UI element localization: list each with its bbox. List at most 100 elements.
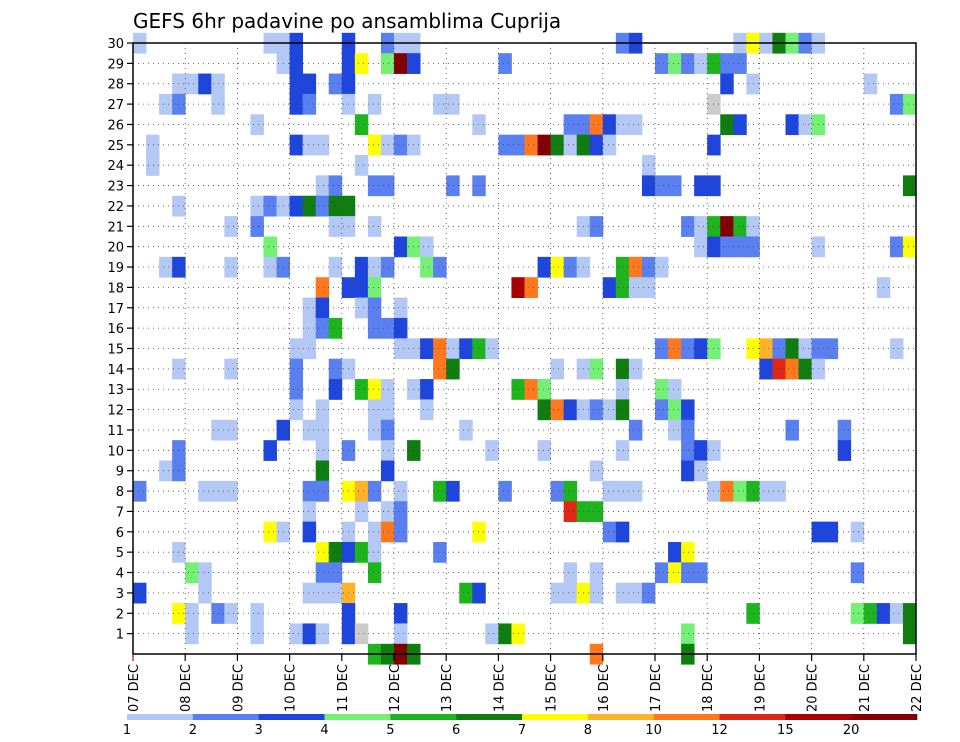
y-tick-label: 24 (107, 159, 124, 174)
heatmap-cell (655, 175, 669, 197)
heatmap-cell (889, 93, 904, 115)
heatmap-cell (198, 73, 212, 95)
heatmap-cell (159, 93, 173, 115)
heatmap-cell (433, 358, 447, 380)
y-tick-label: 14 (107, 363, 124, 378)
colorbar-swatch (719, 714, 786, 720)
colorbar-label: 8 (584, 723, 592, 738)
y-tick-label: 3 (116, 587, 124, 602)
heatmap-cell (250, 623, 264, 645)
heatmap-cell (224, 480, 238, 502)
colorbar-label: 20 (843, 723, 860, 738)
heatmap-cell (315, 460, 330, 482)
heatmap-cell (668, 541, 682, 563)
heatmap-cell (524, 134, 538, 156)
heatmap-cell (524, 277, 538, 298)
heatmap-cell (615, 440, 630, 461)
y-tick-label: 10 (107, 444, 124, 459)
heatmap-cell (772, 338, 786, 360)
heatmap-cell (159, 256, 173, 278)
x-tick-label: 16 DEC (597, 664, 612, 712)
heatmap-cell (302, 582, 317, 604)
y-tick-label: 4 (116, 567, 124, 582)
heatmap-cell (563, 501, 578, 523)
heatmap-cell (367, 562, 382, 584)
heatmap-cell (198, 582, 212, 604)
y-tick-label: 17 (107, 302, 124, 317)
heatmap-cell (681, 541, 695, 563)
heatmap-cell (394, 480, 408, 502)
colorbar-label: 2 (189, 723, 197, 738)
heatmap-cell (263, 521, 277, 543)
heatmap-cell (720, 73, 734, 95)
heatmap-cell (315, 623, 330, 645)
heatmap-cell (863, 603, 878, 624)
heatmap-cell (694, 440, 708, 461)
chart-title: GEFS 6hr padavine po ansamblima Cuprija (133, 9, 561, 33)
heatmap-cell (589, 501, 604, 523)
heatmap-cell (824, 521, 839, 543)
x-tick-label: 14 DEC (492, 664, 507, 712)
heatmap-cell (198, 480, 212, 502)
heatmap-cell (302, 134, 317, 156)
heatmap-cell (146, 155, 160, 176)
heatmap-cell (615, 256, 630, 278)
heatmap-cell (889, 236, 904, 258)
colorbar-label: 1 (123, 723, 131, 738)
heatmap-cell (446, 175, 460, 197)
y-tick-label: 7 (116, 505, 124, 520)
heatmap-cell (798, 114, 812, 136)
heatmap-cell (289, 399, 304, 421)
colorbar-swatch (324, 714, 391, 720)
y-tick-label: 26 (107, 118, 124, 133)
heatmap-cell (367, 256, 382, 278)
x-axis-ticks: 07 DEC 08 DEC 09 DEC 10 DEC 11 DEC 12 DEC 13 D… (127, 654, 925, 712)
heatmap-cell (589, 358, 604, 380)
heatmap-cell (185, 562, 199, 584)
heatmap-cell (354, 480, 369, 502)
heatmap-cell (785, 419, 799, 441)
heatmap-cell (185, 73, 199, 95)
x-tick-label: 17 DEC (649, 664, 664, 712)
heatmap-cell (537, 399, 551, 421)
heatmap-cell (589, 114, 604, 136)
colorbar-swatch (587, 714, 654, 720)
y-tick-label: 25 (107, 139, 124, 154)
heatmap-cell (902, 236, 917, 258)
heatmap-cell (315, 440, 330, 461)
heatmap-cell (328, 256, 343, 278)
heatmap-cell (550, 134, 565, 156)
heatmap-cell (485, 440, 499, 461)
heatmap-cell (394, 134, 408, 156)
x-tick-label: 09 DEC (231, 664, 246, 712)
y-tick-label: 23 (107, 180, 124, 195)
heatmap-cell (354, 297, 369, 319)
heatmap-cell (328, 317, 343, 339)
heatmap-cell (289, 195, 304, 217)
colorbar-label: 7 (518, 723, 526, 738)
heatmap-cell (459, 338, 473, 360)
heatmap-cell (302, 480, 317, 502)
x-tick-label: 15 DEC (545, 664, 560, 712)
heatmap-cell (772, 358, 786, 380)
heatmap-cell (394, 338, 408, 360)
colorbar-swatch (127, 714, 194, 720)
heatmap-cell (602, 277, 617, 298)
y-tick-label: 9 (116, 465, 124, 480)
heatmap-cell (315, 277, 330, 298)
heatmap-cell (394, 603, 408, 624)
heatmap-cell (185, 623, 199, 645)
colorbar-swatch (851, 714, 918, 720)
heatmap-cell (367, 297, 382, 319)
colorbar-swatch (456, 714, 523, 720)
heatmap-cell (498, 134, 512, 156)
heatmap-cell (798, 338, 812, 360)
heatmap-cell (733, 236, 747, 258)
x-tick-label: 20 DEC (806, 664, 821, 712)
heatmap-cell (328, 216, 343, 237)
heatmap-cell (433, 541, 447, 563)
heatmap-cell (785, 358, 799, 380)
y-tick-label: 12 (107, 404, 124, 419)
heatmap-cell (524, 379, 538, 400)
heatmap-cell (263, 195, 277, 217)
